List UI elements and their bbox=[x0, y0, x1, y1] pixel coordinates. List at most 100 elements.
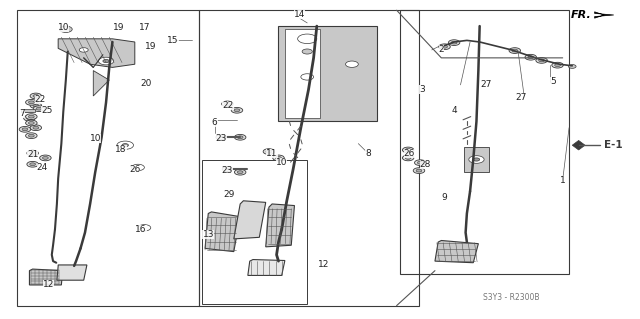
Circle shape bbox=[27, 161, 38, 167]
Circle shape bbox=[40, 155, 51, 161]
Circle shape bbox=[117, 141, 134, 149]
Circle shape bbox=[555, 64, 561, 67]
Circle shape bbox=[231, 108, 243, 113]
Circle shape bbox=[442, 45, 447, 48]
Circle shape bbox=[468, 156, 484, 163]
Circle shape bbox=[22, 128, 28, 131]
Circle shape bbox=[99, 57, 114, 65]
Text: 23: 23 bbox=[215, 134, 227, 143]
Bar bbox=[202, 160, 307, 304]
Circle shape bbox=[28, 115, 34, 118]
Circle shape bbox=[403, 155, 414, 161]
Text: 10: 10 bbox=[90, 134, 101, 143]
Circle shape bbox=[26, 114, 37, 120]
Text: FR.: FR. bbox=[571, 10, 591, 20]
Text: 25: 25 bbox=[41, 106, 52, 115]
Polygon shape bbox=[435, 241, 478, 263]
Circle shape bbox=[103, 59, 109, 63]
Circle shape bbox=[28, 101, 34, 104]
Circle shape bbox=[27, 150, 38, 156]
Circle shape bbox=[36, 107, 42, 110]
Text: 19: 19 bbox=[145, 42, 157, 51]
Circle shape bbox=[42, 157, 48, 160]
Circle shape bbox=[30, 125, 42, 130]
Text: 14: 14 bbox=[294, 11, 305, 19]
Circle shape bbox=[403, 147, 414, 153]
Text: 12: 12 bbox=[317, 260, 329, 269]
Circle shape bbox=[216, 135, 226, 140]
Text: 11: 11 bbox=[266, 149, 278, 158]
Circle shape bbox=[301, 74, 314, 80]
Text: 7: 7 bbox=[19, 109, 25, 118]
Circle shape bbox=[26, 117, 32, 120]
Bar bbox=[400, 10, 569, 274]
Text: 5: 5 bbox=[550, 77, 556, 86]
Text: 28: 28 bbox=[420, 160, 431, 169]
Circle shape bbox=[33, 94, 38, 97]
Text: 6: 6 bbox=[212, 118, 218, 128]
Text: 26: 26 bbox=[404, 149, 415, 158]
Circle shape bbox=[26, 120, 37, 126]
Circle shape bbox=[413, 168, 425, 174]
Bar bbox=[198, 10, 419, 306]
Circle shape bbox=[28, 134, 34, 137]
Bar bbox=[464, 147, 489, 172]
Text: 21: 21 bbox=[27, 150, 38, 159]
Text: 8: 8 bbox=[365, 149, 371, 158]
Text: 9: 9 bbox=[442, 193, 447, 202]
Circle shape bbox=[234, 109, 240, 112]
Circle shape bbox=[30, 103, 42, 108]
Text: 4: 4 bbox=[451, 106, 457, 115]
Circle shape bbox=[237, 136, 243, 139]
Polygon shape bbox=[57, 265, 87, 280]
Text: 19: 19 bbox=[113, 23, 125, 32]
Circle shape bbox=[509, 48, 520, 53]
Circle shape bbox=[405, 149, 411, 152]
Bar bbox=[21, 109, 35, 113]
Text: E-1: E-1 bbox=[604, 140, 623, 150]
Circle shape bbox=[298, 34, 317, 44]
Circle shape bbox=[273, 155, 284, 161]
Polygon shape bbox=[58, 39, 135, 67]
Circle shape bbox=[222, 167, 232, 172]
Circle shape bbox=[234, 134, 246, 140]
Circle shape bbox=[539, 59, 545, 62]
Text: 24: 24 bbox=[36, 163, 48, 172]
Circle shape bbox=[33, 104, 38, 107]
Text: 26: 26 bbox=[129, 165, 141, 174]
Polygon shape bbox=[248, 260, 285, 275]
Circle shape bbox=[79, 48, 88, 52]
Circle shape bbox=[302, 49, 312, 54]
Circle shape bbox=[568, 64, 576, 68]
Circle shape bbox=[512, 49, 518, 52]
Circle shape bbox=[29, 163, 35, 166]
Circle shape bbox=[266, 150, 272, 153]
Text: S3Y3 - R2300B: S3Y3 - R2300B bbox=[483, 293, 540, 302]
Text: 16: 16 bbox=[136, 225, 147, 234]
Circle shape bbox=[536, 57, 547, 63]
Text: 2: 2 bbox=[438, 45, 444, 55]
Circle shape bbox=[33, 106, 45, 112]
Circle shape bbox=[416, 169, 422, 172]
Circle shape bbox=[449, 40, 460, 46]
Text: 20: 20 bbox=[141, 79, 152, 88]
Circle shape bbox=[138, 225, 151, 231]
Circle shape bbox=[525, 54, 536, 60]
Polygon shape bbox=[595, 12, 614, 18]
Circle shape bbox=[234, 169, 246, 175]
Bar bbox=[285, 29, 320, 118]
Text: 22: 22 bbox=[223, 101, 234, 110]
Polygon shape bbox=[29, 269, 63, 285]
Text: 3: 3 bbox=[419, 85, 425, 94]
Circle shape bbox=[28, 122, 34, 124]
Text: 27: 27 bbox=[481, 80, 492, 89]
Circle shape bbox=[237, 171, 243, 174]
Text: 23: 23 bbox=[221, 166, 233, 175]
Circle shape bbox=[26, 133, 37, 138]
Text: 10: 10 bbox=[58, 23, 69, 32]
Circle shape bbox=[346, 61, 358, 67]
Text: 10: 10 bbox=[276, 158, 287, 167]
Text: 29: 29 bbox=[223, 190, 235, 199]
Circle shape bbox=[26, 100, 37, 105]
Text: 22: 22 bbox=[35, 95, 46, 104]
